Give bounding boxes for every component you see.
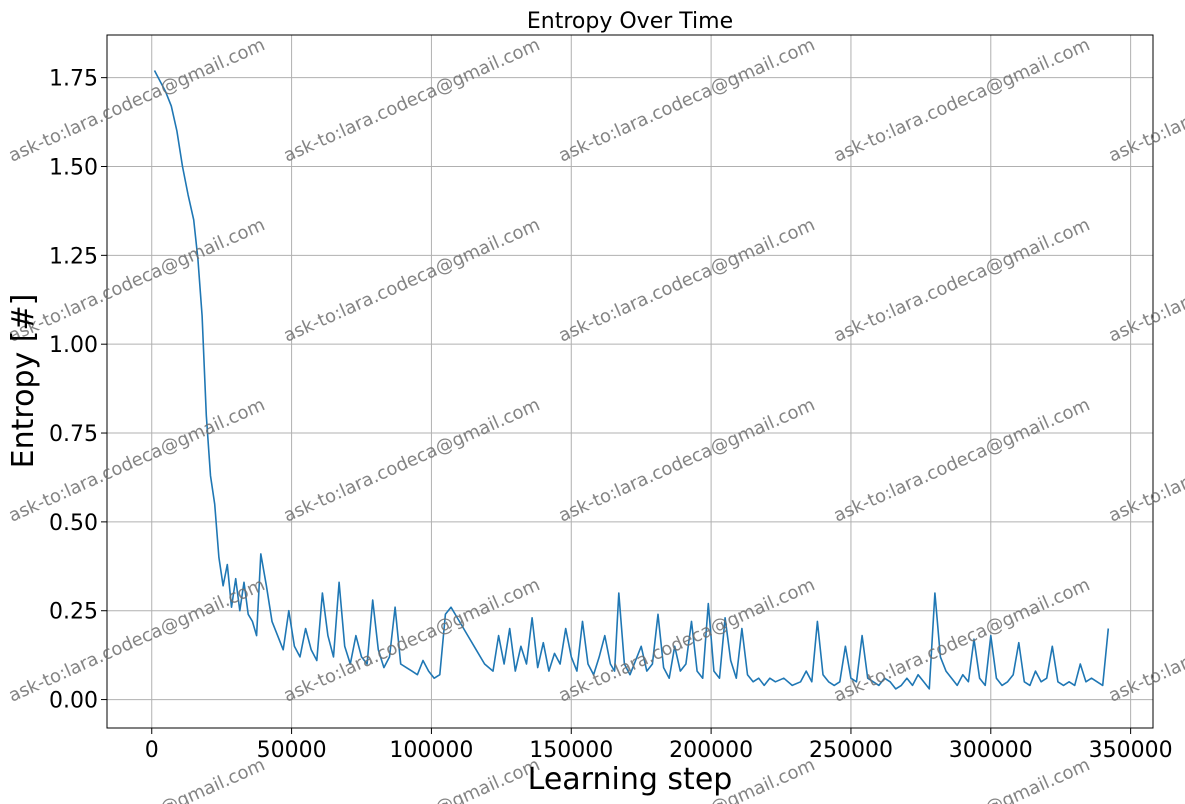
plot-frame bbox=[106, 34, 1154, 729]
x-tick-label: 0 bbox=[145, 738, 159, 763]
watermark-text: ask-to:lara.codeca@gmail.com bbox=[5, 214, 268, 346]
watermark-text: ask-to:lara.codeca@gmail.com bbox=[1105, 574, 1185, 706]
axis-ticks: 0 50000 100000 150000 200000 250000 300000 3500… bbox=[49, 67, 1173, 763]
watermark-text: ask-to:lara.codeca@gmail.com bbox=[830, 394, 1093, 526]
y-tick-label: 0.75 bbox=[49, 422, 98, 447]
grid bbox=[107, 35, 1153, 728]
y-tick-label: 0.25 bbox=[49, 600, 98, 625]
x-tick-label: 250000 bbox=[809, 738, 893, 763]
y-axis-title: Entropy [#] bbox=[6, 294, 41, 469]
x-tick-label: 200000 bbox=[669, 738, 753, 763]
y-tick-label: 0.00 bbox=[49, 689, 98, 714]
y-tick-label: 0.50 bbox=[49, 511, 98, 536]
y-tick-label: 1.75 bbox=[49, 67, 98, 92]
watermark-layer: ask-to:lara.codeca@gmail.comask-to:lara.… bbox=[5, 34, 1185, 804]
watermark-text: ask-to:lara.codeca@gmail.com bbox=[830, 34, 1093, 166]
watermark-text: ask-to:lara.codeca@gmail.com bbox=[830, 574, 1093, 706]
watermark-text: ask-to:lara.codeca@gmail.com bbox=[280, 574, 543, 706]
y-tick-label: 1.00 bbox=[49, 333, 98, 358]
watermark-text: ask-to:lara.codeca@gmail.com bbox=[555, 574, 818, 706]
watermark-text: ask-to:lara.codeca@gmail.com bbox=[5, 754, 268, 804]
y-tick-label: 1.25 bbox=[49, 244, 98, 269]
chart-title: Entropy Over Time bbox=[527, 9, 733, 34]
watermark-text: ask-to:lara.codeca@gmail.com bbox=[5, 394, 268, 526]
watermark-text: ask-to:lara.codeca@gmail.com bbox=[5, 34, 268, 166]
x-tick-label: 150000 bbox=[529, 738, 613, 763]
x-tick-label: 100000 bbox=[389, 738, 473, 763]
watermark-text: ask-to:lara.codeca@gmail.com bbox=[555, 394, 818, 526]
watermark-text: ask-to:lara.codeca@gmail.com bbox=[5, 574, 268, 706]
y-tick-label: 1.50 bbox=[49, 155, 98, 180]
watermark-text: ask-to:lara.codeca@gmail.com bbox=[280, 34, 543, 166]
watermark-text: ask-to:lara.codeca@gmail.com bbox=[280, 214, 543, 346]
series-layer bbox=[153, 70, 1110, 690]
series-line-entropy bbox=[153, 70, 1110, 690]
watermark-text: ask-to:lara.codeca@gmail.com bbox=[1105, 214, 1185, 346]
x-axis-title: Learning step bbox=[528, 762, 733, 797]
x-tick-label: 50000 bbox=[257, 738, 327, 763]
watermark-text: ask-to:lara.codeca@gmail.com bbox=[830, 214, 1093, 346]
watermark-text: ask-to:lara.codeca@gmail.com bbox=[1105, 394, 1185, 526]
watermark-text: ask-to:lara.codeca@gmail.com bbox=[555, 34, 818, 166]
x-tick-label: 350000 bbox=[1089, 738, 1173, 763]
watermark-text: ask-to:lara.codeca@gmail.com bbox=[1105, 34, 1185, 166]
x-tick-label: 300000 bbox=[949, 738, 1033, 763]
watermark-text: ask-to:lara.codeca@gmail.com bbox=[280, 394, 543, 526]
watermark-text: ask-to:lara.codeca@gmail.com bbox=[555, 214, 818, 346]
